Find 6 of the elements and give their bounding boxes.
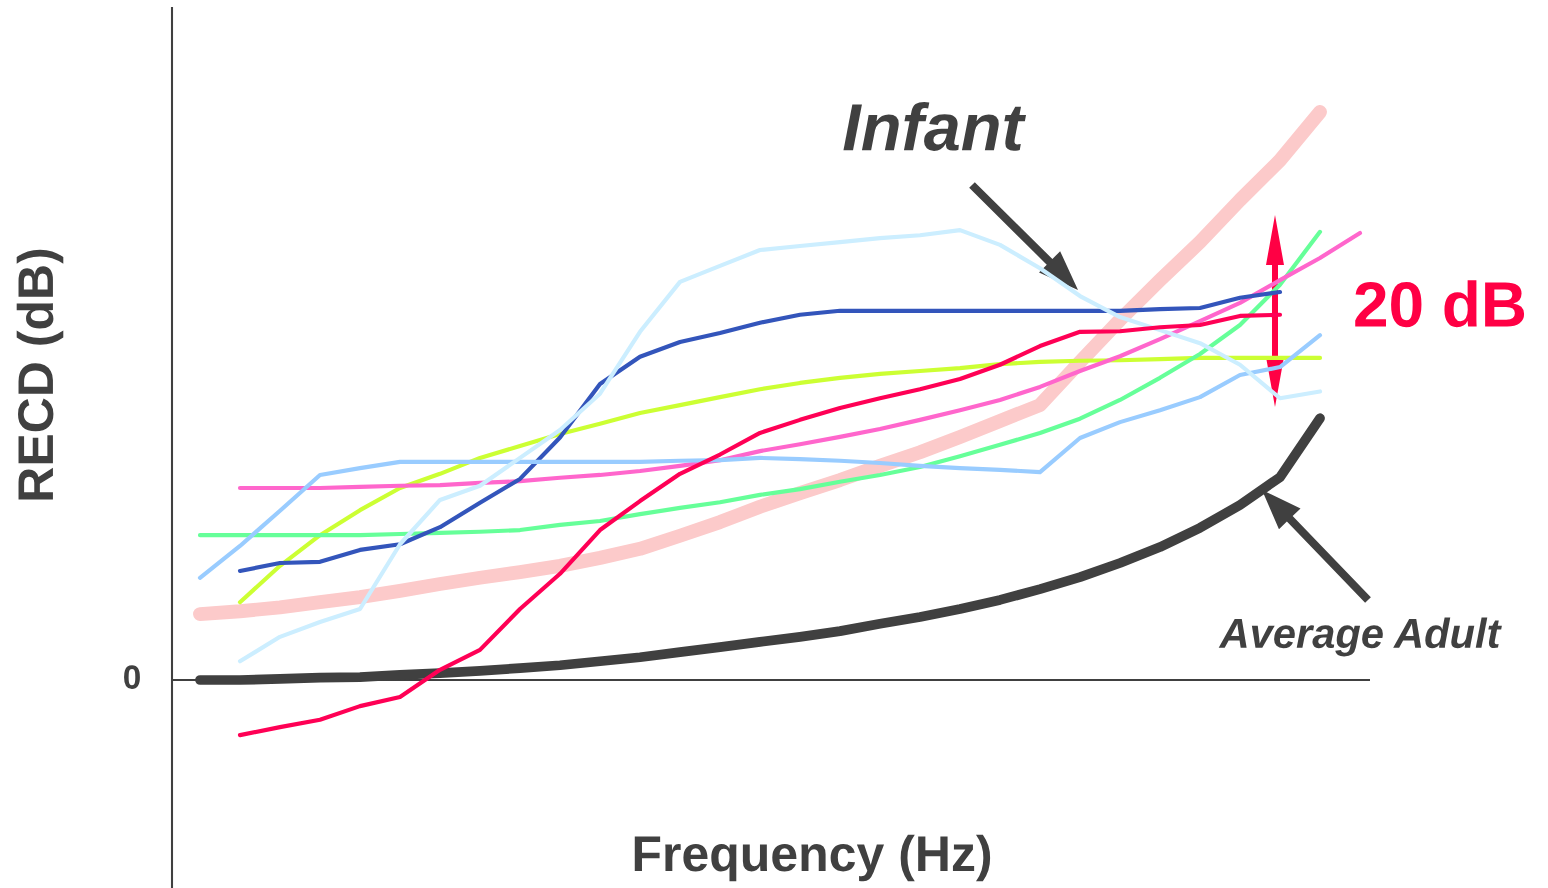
annotation: 20 dB	[1355, 280, 1525, 328]
annotation: Average Adult	[1218, 617, 1502, 657]
annotation: Infant	[843, 101, 1027, 151]
y-axis-title: RECD (dB)	[16, 249, 64, 500]
text: 0	[124, 665, 140, 689]
x-axis-title: Frequency (Hz)	[634, 834, 991, 882]
